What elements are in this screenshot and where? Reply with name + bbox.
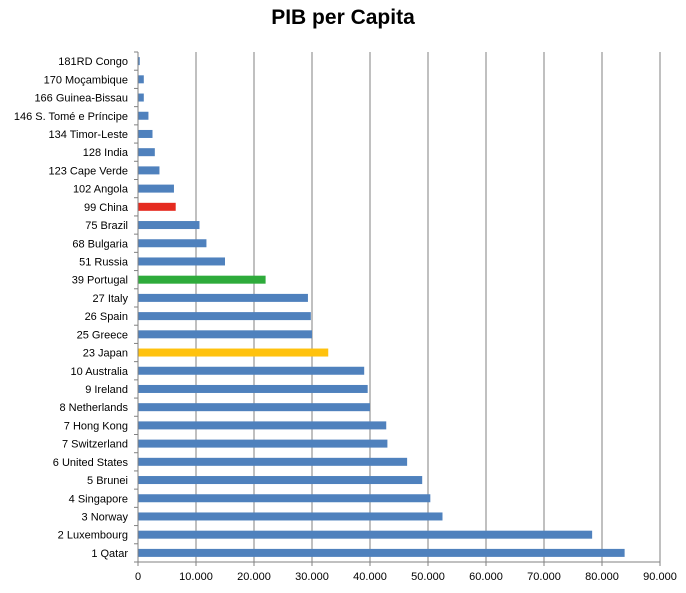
category-label: 134 Timor-Leste — [49, 129, 128, 141]
bar — [138, 293, 308, 302]
x-tick-label: 70.000 — [527, 571, 561, 583]
x-tick-label: 80.000 — [585, 571, 619, 583]
bar — [138, 530, 593, 539]
category-label: 8 Netherlands — [60, 402, 129, 414]
bar — [138, 184, 174, 193]
category-label: 5 Brunei — [87, 475, 128, 487]
bar — [138, 512, 443, 521]
x-tick-label: 30.000 — [295, 571, 329, 583]
bar — [138, 312, 311, 321]
bar — [138, 257, 225, 266]
bar — [138, 330, 312, 339]
bar — [138, 494, 431, 503]
bar — [138, 366, 365, 375]
category-label: 146 S. Tomé e Príncipe — [14, 111, 128, 123]
x-tick-label: 50.000 — [411, 571, 445, 583]
x-tick-label: 90.000 — [643, 571, 677, 583]
category-label: 2 Luxembourg — [58, 530, 128, 542]
category-label: 7 Switzerland — [62, 439, 128, 451]
category-label: 27 Italy — [93, 293, 129, 305]
category-label: 7 Hong Kong — [64, 420, 128, 432]
bar — [138, 221, 200, 230]
axes — [134, 51, 661, 566]
bar — [138, 403, 370, 412]
bar — [138, 148, 155, 157]
x-tick-label: 10.000 — [179, 571, 213, 583]
category-label: 181RD Congo — [58, 56, 128, 68]
category-label: 99 China — [84, 202, 129, 214]
x-tick-label: 0 — [135, 571, 141, 583]
bar — [138, 129, 153, 138]
category-label: 25 Greece — [77, 329, 128, 341]
category-label: 102 Angola — [73, 184, 129, 196]
bar — [138, 348, 329, 357]
category-label: 3 Norway — [82, 511, 129, 523]
bar — [138, 275, 266, 284]
category-label: 170 Moçambique — [44, 74, 128, 86]
category-label: 123 Cape Verde — [48, 165, 128, 177]
bar — [138, 93, 144, 102]
bar — [138, 57, 140, 66]
bars — [138, 57, 625, 557]
category-labels: 181RD Congo 170 Moçambique 166 Guinea-Biss… — [14, 56, 129, 560]
category-label: 4 Singapore — [69, 493, 128, 505]
category-label: 68 Bulgaria — [72, 238, 129, 250]
category-label: 39 Portugal — [72, 275, 128, 287]
category-label: 23 Japan — [83, 348, 128, 360]
x-tick-label: 60.000 — [469, 571, 503, 583]
chart-title: PIB per Capita — [271, 6, 415, 29]
bar — [138, 548, 625, 557]
category-label: 26 Spain — [85, 311, 128, 323]
gridlines — [195, 52, 661, 562]
x-tick-label: 20.000 — [237, 571, 271, 583]
category-label: 75 Brazil — [85, 220, 128, 232]
bar — [138, 75, 144, 84]
x-tick-label: 40.000 — [353, 571, 387, 583]
x-tick-labels: 0 10.000 20.000 30.000 40.000 50.000 60.000 70.… — [135, 571, 677, 583]
bar — [138, 202, 176, 211]
bar — [138, 476, 423, 485]
bar — [138, 384, 368, 393]
category-label: 166 Guinea-Bissau — [34, 93, 128, 105]
bar — [138, 166, 160, 175]
bar — [138, 111, 149, 120]
category-label: 1 Qatar — [91, 548, 128, 560]
bar — [138, 439, 388, 448]
bar — [138, 421, 387, 430]
category-label: 9 Ireland — [85, 384, 128, 396]
bar — [138, 239, 207, 248]
category-label: 6 United States — [53, 457, 129, 469]
category-label: 10 Australia — [71, 366, 129, 378]
bar — [138, 457, 408, 466]
category-label: 128 India — [83, 147, 129, 159]
category-label: 51 Russia — [79, 256, 129, 268]
